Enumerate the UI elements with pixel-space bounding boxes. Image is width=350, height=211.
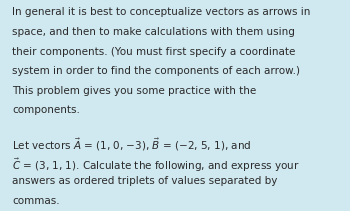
Text: This problem gives you some practice with the: This problem gives you some practice wit… <box>12 86 257 96</box>
Text: space, and then to make calculations with them using: space, and then to make calculations wit… <box>12 27 295 37</box>
Text: Let vectors $\vec{A}$ = (1, 0, $-$3), $\vec{B}$ = ($-$2, 5, 1), and: Let vectors $\vec{A}$ = (1, 0, $-$3), $\… <box>12 137 252 153</box>
Text: commas.: commas. <box>12 196 60 206</box>
Text: In general it is best to conceptualize vectors as arrows in: In general it is best to conceptualize v… <box>12 7 311 17</box>
Text: components.: components. <box>12 106 80 115</box>
Text: system in order to find the components of each arrow.): system in order to find the components o… <box>12 66 300 76</box>
Text: their components. (You must first specify a coordinate: their components. (You must first specif… <box>12 47 296 57</box>
Text: answers as ordered triplets of values separated by: answers as ordered triplets of values se… <box>12 176 278 186</box>
Text: $\vec{C}$ = (3, 1, 1). Calculate the following, and express your: $\vec{C}$ = (3, 1, 1). Calculate the fol… <box>12 156 300 174</box>
